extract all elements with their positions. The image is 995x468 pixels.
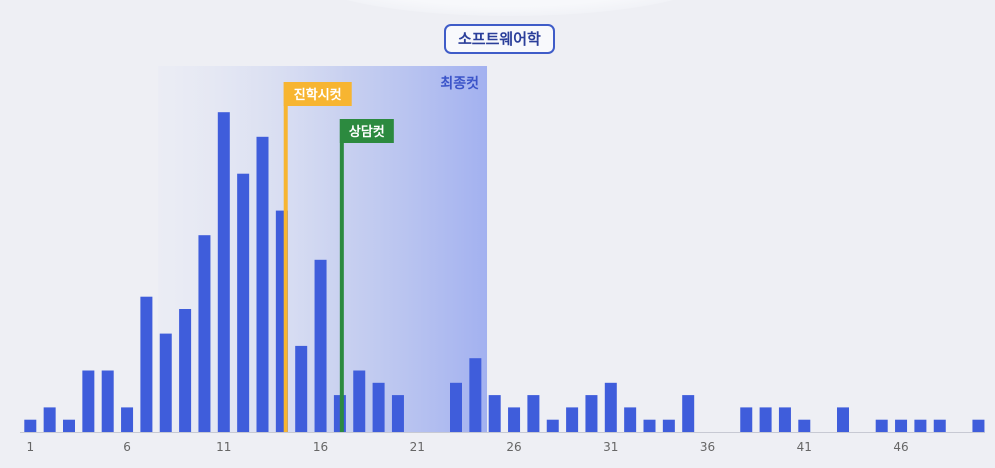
bar <box>662 419 675 432</box>
x-tick-label: 41 <box>797 440 812 454</box>
bar <box>624 407 637 432</box>
bar <box>488 395 501 432</box>
x-tick-label: 46 <box>893 440 908 454</box>
bar <box>837 407 849 432</box>
x-tick-label: 16 <box>313 440 328 454</box>
bar <box>798 419 811 432</box>
bar <box>914 419 927 432</box>
bar <box>508 407 521 432</box>
bar <box>682 395 695 432</box>
final-cut-label: 최종컷 <box>440 75 479 92</box>
bar <box>778 407 791 432</box>
marker-line <box>339 119 344 432</box>
x-tick-label: 21 <box>410 440 425 454</box>
bar <box>604 382 617 432</box>
bar <box>469 358 482 432</box>
bar <box>121 407 134 432</box>
chart-title-badge: 소프트웨어학 <box>444 24 555 54</box>
bar <box>24 419 37 432</box>
marker-flag <box>283 82 352 106</box>
bar <box>372 382 385 432</box>
bar <box>140 296 153 432</box>
bar <box>643 419 656 432</box>
bar <box>566 407 579 432</box>
marker-line <box>283 82 288 432</box>
bar <box>759 407 772 432</box>
bar <box>972 419 985 432</box>
bar <box>314 259 327 432</box>
x-tick-label: 36 <box>700 440 715 454</box>
bar <box>875 419 888 432</box>
bar <box>256 136 269 433</box>
bar <box>546 419 559 432</box>
x-tick-label: 11 <box>216 440 231 454</box>
bar <box>159 333 172 432</box>
bar <box>179 309 192 432</box>
bar <box>237 173 250 432</box>
bar <box>217 112 230 432</box>
x-tick-label: 1 <box>26 440 34 454</box>
marker-label: 상담컷 <box>349 124 385 140</box>
bar <box>527 395 540 432</box>
bar <box>353 370 366 432</box>
bar <box>101 370 114 432</box>
bar <box>43 407 56 432</box>
x-tick-label: 26 <box>506 440 521 454</box>
bar <box>82 370 95 432</box>
bar <box>585 395 598 432</box>
marker-flag <box>339 119 394 143</box>
bar <box>391 395 404 432</box>
marker-label: 진학시컷 <box>294 87 342 103</box>
bar <box>295 345 308 432</box>
bar <box>933 419 946 432</box>
x-tick-label: 6 <box>123 440 131 454</box>
bar <box>740 407 753 432</box>
bar <box>63 419 75 432</box>
bar <box>450 382 462 432</box>
x-tick-label: 31 <box>603 440 618 454</box>
bar <box>895 419 908 432</box>
bar <box>198 235 211 432</box>
x-axis-ticks: 1 6 11 16 21 26 31 36 41 46 <box>26 440 908 454</box>
